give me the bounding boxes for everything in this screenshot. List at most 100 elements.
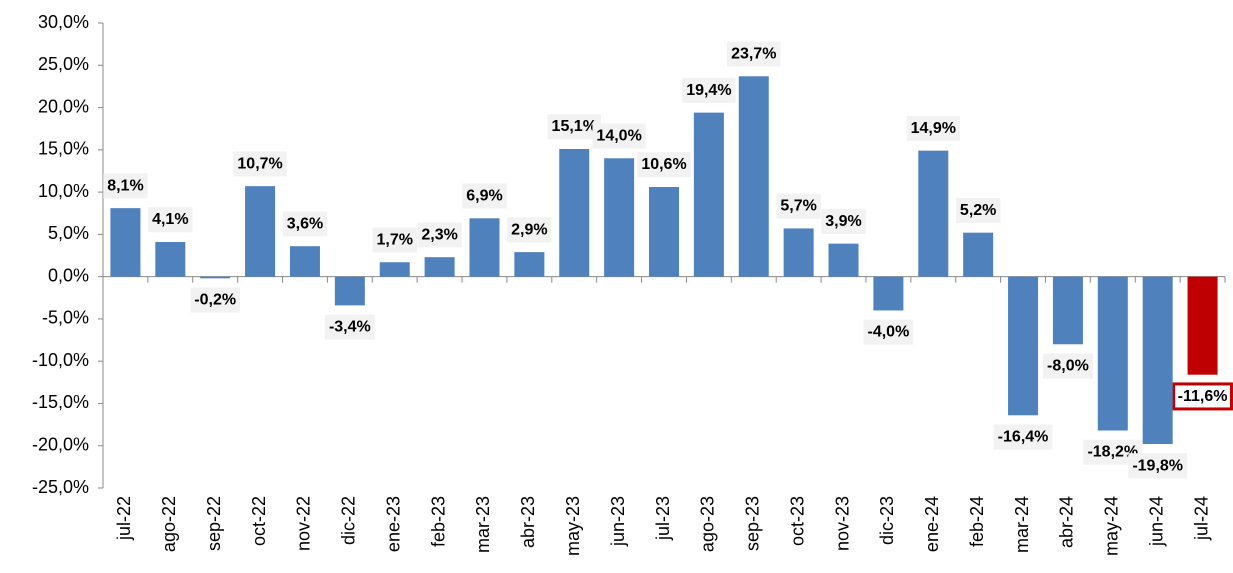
data-label-box (507, 217, 552, 243)
data-label: 19,4% (686, 82, 731, 99)
x-tick-label: sep-23 (743, 496, 763, 551)
bar (918, 150, 949, 277)
x-tick-label: mar-23 (473, 496, 493, 553)
x-tick-label: dic-22 (339, 496, 359, 545)
y-tick-label: 0,0% (48, 265, 89, 285)
data-label: 4,1% (152, 211, 188, 228)
y-tick-label: -5,0% (42, 308, 89, 328)
data-label: 3,6% (287, 215, 323, 232)
bar (963, 232, 994, 277)
x-tick-label: jul-24 (1191, 496, 1211, 541)
y-tick-label: 25,0% (38, 54, 89, 74)
bar (1142, 276, 1173, 445)
bar (110, 208, 141, 277)
x-tick-label: feb-24 (967, 496, 987, 547)
bar (334, 276, 365, 306)
data-labels: 8,1% 4,1% -0,2% 10,7% 3,6% -3,4% 1,7% 2,3% 6,9% 2… (103, 41, 1233, 479)
y-tick-label: 5,0% (48, 223, 89, 243)
bar (469, 218, 500, 277)
data-label-box (955, 197, 1001, 223)
y-tick-label: -10,0% (32, 350, 89, 370)
x-tick-label: oct-23 (787, 496, 807, 546)
bar (1052, 276, 1083, 345)
data-label-box (190, 287, 241, 313)
data-label-box (1172, 382, 1233, 411)
data-label-box (863, 319, 914, 345)
data-label: -16,4% (998, 429, 1049, 446)
x-tick-label: jul-22 (114, 496, 134, 541)
bar (604, 158, 635, 277)
x-tick-label: feb-23 (428, 496, 448, 547)
x-tick-label: jul-23 (653, 496, 673, 541)
data-label: 23,7% (731, 45, 776, 62)
bar (379, 262, 410, 277)
data-label-box (993, 424, 1053, 450)
data-label-box (1043, 353, 1093, 379)
bar (1187, 276, 1218, 375)
x-tick-label: may-24 (1102, 496, 1122, 556)
data-label: -4,0% (868, 324, 910, 341)
data-label: -3,4% (329, 319, 371, 336)
data-label-box (906, 115, 960, 141)
data-label-box (682, 77, 736, 103)
bar (155, 241, 186, 277)
x-tick-label: jun-23 (608, 496, 628, 547)
x-tick-label: oct-22 (249, 496, 269, 546)
data-label: -19,8% (1132, 457, 1183, 474)
y-tick-label: 15,0% (38, 139, 89, 159)
data-label: -8,0% (1047, 357, 1089, 374)
bar (289, 246, 320, 277)
data-label: 3,9% (825, 213, 861, 230)
bar (783, 228, 814, 277)
x-tick-label: jun-24 (1146, 496, 1166, 547)
bar (738, 76, 769, 277)
data-label: 1,7% (376, 231, 412, 248)
x-tick-label: mar-24 (1012, 496, 1032, 553)
bar (873, 276, 904, 311)
data-label-box (417, 222, 462, 248)
x-tick-label: ago-22 (159, 496, 179, 552)
data-label: -18,2% (1087, 444, 1138, 461)
data-label: 5,7% (780, 198, 816, 215)
data-label-box (637, 152, 691, 178)
data-label: 6,9% (466, 188, 502, 205)
data-label-box (462, 183, 507, 209)
y-tick-label: -25,0% (32, 477, 89, 497)
bar (559, 148, 590, 277)
y-tick-label: -20,0% (32, 434, 89, 454)
data-label-box (324, 314, 375, 340)
y-tick-label: 20,0% (38, 96, 89, 116)
bar (514, 252, 545, 277)
data-label: -11,6% (1178, 388, 1228, 405)
data-label: 2,9% (511, 221, 547, 238)
bar (1097, 276, 1128, 431)
data-label: 10,7% (237, 155, 282, 172)
data-label: 8,1% (107, 177, 143, 194)
bar (424, 257, 455, 277)
data-label-box (727, 41, 781, 67)
y-tick-label: 30,0% (38, 12, 89, 32)
bar (200, 276, 231, 279)
data-label-box (233, 151, 287, 177)
data-label-box (282, 211, 328, 237)
x-tick-label: nov-23 (832, 496, 852, 551)
data-label: 14,9% (911, 120, 956, 137)
x-tick-label: ene-23 (383, 496, 403, 552)
data-label-box (592, 123, 646, 149)
data-label: 10,6% (641, 156, 686, 173)
x-tick-label: ene-24 (922, 496, 942, 552)
bar (1008, 276, 1039, 416)
bar (693, 112, 724, 277)
data-label: 2,3% (421, 226, 457, 243)
data-label-box (776, 193, 821, 219)
x-tick-label: abr-24 (1057, 496, 1077, 548)
x-tick-label: dic-23 (877, 496, 897, 545)
data-label-box (148, 207, 193, 233)
data-label: 14,0% (596, 127, 641, 144)
bar (245, 186, 276, 277)
data-label: -0,2% (194, 292, 236, 309)
x-tick-label: nov-22 (294, 496, 314, 551)
data-label-box (372, 227, 417, 253)
data-label-box (821, 208, 866, 234)
